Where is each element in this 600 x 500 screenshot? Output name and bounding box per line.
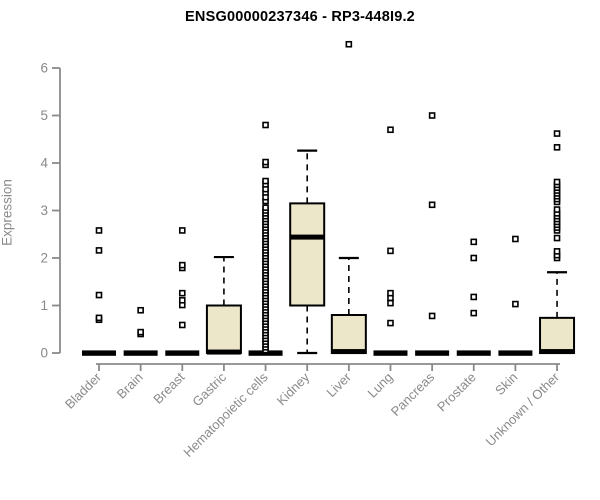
collapsed-box-bar <box>123 350 158 356</box>
x-category-label: Brain <box>114 370 146 402</box>
outlier-point <box>553 144 561 151</box>
outlier-point <box>178 261 186 269</box>
outlier-point <box>262 158 269 166</box>
outlier-point <box>387 299 394 307</box>
outlier-point <box>428 112 436 119</box>
chart-title: ENSG00000237346 - RP3-448I9.2 <box>185 9 415 25</box>
outlier-point <box>553 130 561 137</box>
outlier-point <box>387 289 394 297</box>
outlier-point <box>178 227 186 234</box>
outlier-point <box>428 312 436 320</box>
box-group <box>82 227 116 356</box>
outlier-point <box>387 319 394 327</box>
median-line <box>540 349 575 355</box>
x-category-label: Lung <box>365 370 396 401</box>
x-category-label: Gastric <box>189 369 229 409</box>
outlier-point <box>470 293 478 301</box>
box-group <box>248 121 283 356</box>
outlier-point <box>387 126 394 134</box>
box-rect <box>330 314 367 354</box>
outlier-point <box>553 248 561 255</box>
outlier-point <box>470 309 478 317</box>
outlier-point <box>262 204 269 211</box>
outlier-point <box>470 238 478 246</box>
y-axis-label: Expression <box>0 179 15 246</box>
collapsed-box-bar <box>373 350 408 356</box>
median-line <box>290 234 325 240</box>
outlier-point <box>553 206 561 213</box>
outlier-point <box>95 227 103 234</box>
outlier-point <box>428 201 436 209</box>
outlier-point <box>470 254 478 262</box>
outlier-point <box>512 300 519 308</box>
y-tick-label: 0 <box>40 346 48 361</box>
collapsed-box-bar <box>456 350 491 356</box>
outlier-point <box>178 289 186 297</box>
collapsed-box-bar <box>498 350 533 356</box>
box-group <box>373 126 408 356</box>
box-group <box>539 130 576 355</box>
box-rect <box>205 304 242 354</box>
x-category-label: Prostate <box>434 370 479 415</box>
outlier-point <box>387 247 394 255</box>
y-tick-label: 6 <box>40 61 48 76</box>
outlier-point <box>178 296 186 304</box>
outlier-point <box>345 40 353 48</box>
y-tick-label: 2 <box>40 251 48 266</box>
box-rect <box>539 316 576 355</box>
outlier-point <box>553 178 561 186</box>
median-line <box>206 349 241 355</box>
outlier-point <box>137 306 144 314</box>
box-group <box>205 255 242 355</box>
x-category-label: Skin <box>492 370 520 398</box>
outlier-point <box>512 235 519 243</box>
box-group <box>289 149 326 355</box>
x-category-label: Liver <box>323 369 354 400</box>
outlier-point <box>178 321 186 329</box>
y-tick-label: 1 <box>40 298 48 313</box>
box-group <box>456 238 491 356</box>
x-category-label: Unknown / Other <box>483 369 563 449</box>
outlier-point <box>95 291 103 299</box>
box-group <box>415 112 450 356</box>
x-category-label: Bladder <box>62 369 105 412</box>
collapsed-box-bar <box>165 350 200 356</box>
median-line <box>331 349 366 355</box>
collapsed-box-bar <box>82 350 116 356</box>
outlier-point <box>95 314 103 322</box>
x-category-label: Breast <box>150 369 187 406</box>
outlier-point <box>553 234 561 242</box>
outlier-point <box>137 328 144 336</box>
y-tick-label: 5 <box>40 108 48 123</box>
outlier-point <box>262 121 269 129</box>
x-category-label: Pancreas <box>388 369 438 419</box>
x-category-label: Kidney <box>274 369 313 408</box>
box-rect <box>289 202 326 307</box>
collapsed-box-bar <box>415 350 450 356</box>
y-tick-label: 4 <box>40 156 48 171</box>
y-tick-label: 3 <box>40 203 48 218</box>
outlier-point <box>262 177 269 185</box>
box-group <box>330 40 367 355</box>
box-group <box>165 227 200 356</box>
box-group <box>498 235 533 356</box>
outlier-point <box>95 247 103 254</box>
box-group <box>123 306 158 356</box>
